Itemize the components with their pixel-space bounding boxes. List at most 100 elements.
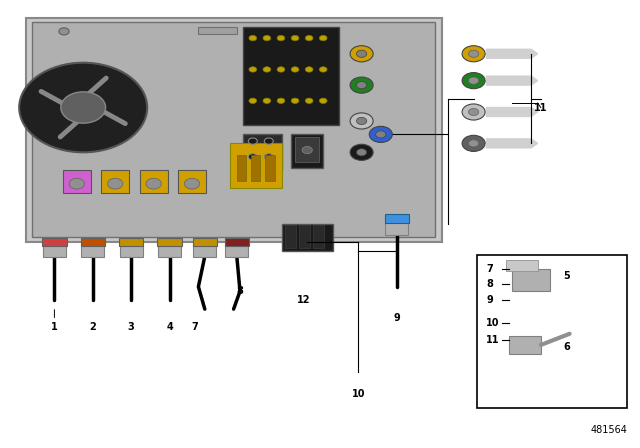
Text: 8: 8: [237, 286, 243, 296]
Polygon shape: [486, 108, 538, 116]
Circle shape: [59, 28, 69, 35]
Circle shape: [462, 135, 485, 151]
Bar: [26, 18, 442, 242]
Circle shape: [291, 98, 299, 103]
Circle shape: [264, 154, 273, 160]
Circle shape: [462, 46, 485, 62]
Circle shape: [291, 35, 299, 41]
Bar: [32, 22, 435, 237]
Bar: [385, 214, 409, 223]
Bar: [63, 170, 91, 193]
Circle shape: [263, 67, 271, 72]
Bar: [230, 143, 282, 188]
Circle shape: [249, 67, 257, 72]
Bar: [243, 134, 282, 170]
Bar: [313, 225, 324, 248]
Bar: [299, 225, 310, 248]
Bar: [237, 155, 246, 181]
Circle shape: [263, 35, 271, 41]
Bar: [193, 244, 216, 257]
Text: 1: 1: [51, 322, 58, 332]
Bar: [157, 238, 182, 246]
Text: 481564: 481564: [590, 425, 627, 435]
Polygon shape: [486, 76, 538, 85]
Circle shape: [468, 77, 479, 84]
Bar: [265, 155, 275, 181]
Bar: [120, 244, 143, 257]
Circle shape: [184, 178, 200, 189]
Circle shape: [468, 50, 479, 57]
Circle shape: [319, 98, 327, 103]
Bar: [178, 170, 206, 193]
Bar: [81, 238, 105, 246]
Bar: [295, 137, 319, 162]
Polygon shape: [486, 139, 538, 148]
Bar: [282, 224, 333, 251]
Circle shape: [305, 98, 313, 103]
Circle shape: [302, 146, 312, 154]
Circle shape: [248, 138, 257, 144]
Circle shape: [319, 67, 327, 72]
Circle shape: [108, 178, 123, 189]
Text: 4: 4: [166, 322, 173, 332]
Circle shape: [350, 144, 373, 160]
Circle shape: [305, 67, 313, 72]
Text: 10: 10: [486, 318, 500, 327]
Circle shape: [291, 67, 299, 72]
Bar: [42, 238, 67, 246]
Circle shape: [248, 154, 257, 160]
Circle shape: [462, 104, 485, 120]
Text: 12: 12: [297, 295, 311, 305]
Circle shape: [277, 35, 285, 41]
Circle shape: [356, 117, 367, 125]
Polygon shape: [486, 49, 538, 58]
Circle shape: [356, 82, 367, 89]
Circle shape: [263, 98, 271, 103]
Bar: [243, 27, 339, 125]
Circle shape: [376, 131, 386, 138]
Bar: [198, 27, 237, 34]
Bar: [512, 269, 550, 291]
Circle shape: [69, 178, 84, 189]
Bar: [506, 260, 538, 271]
Bar: [385, 222, 408, 235]
Text: 3: 3: [128, 322, 134, 332]
Text: 11: 11: [534, 103, 548, 112]
Circle shape: [264, 138, 273, 144]
Bar: [140, 170, 168, 193]
Circle shape: [468, 108, 479, 116]
Text: 8: 8: [486, 280, 493, 289]
Circle shape: [305, 35, 313, 41]
Text: 11: 11: [486, 336, 500, 345]
Circle shape: [61, 92, 106, 123]
Bar: [81, 244, 104, 257]
Bar: [285, 225, 296, 248]
Circle shape: [319, 35, 327, 41]
Circle shape: [249, 98, 257, 103]
Text: 7: 7: [486, 264, 493, 274]
Text: 5: 5: [563, 271, 570, 280]
Bar: [101, 170, 129, 193]
Bar: [193, 238, 217, 246]
Circle shape: [277, 67, 285, 72]
Circle shape: [468, 140, 479, 147]
Text: 9: 9: [394, 313, 400, 323]
Bar: [477, 255, 627, 408]
Bar: [251, 155, 260, 181]
Text: 9: 9: [486, 295, 493, 305]
Bar: [119, 238, 143, 246]
Text: 2: 2: [90, 322, 96, 332]
Circle shape: [356, 149, 367, 156]
Bar: [225, 238, 249, 246]
Bar: [509, 336, 541, 354]
Circle shape: [356, 50, 367, 57]
Circle shape: [350, 77, 373, 93]
Circle shape: [249, 35, 257, 41]
Circle shape: [19, 63, 147, 152]
Circle shape: [350, 46, 373, 62]
Text: 10: 10: [351, 389, 365, 399]
Circle shape: [462, 73, 485, 89]
Circle shape: [350, 113, 373, 129]
Bar: [158, 244, 181, 257]
Text: 7: 7: [192, 322, 198, 332]
